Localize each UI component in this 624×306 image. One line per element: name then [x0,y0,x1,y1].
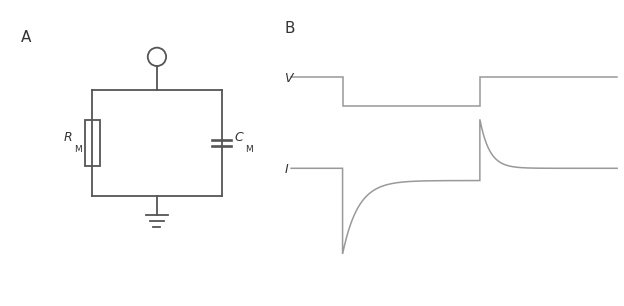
Bar [85,120,100,166]
Text: C: C [234,131,243,144]
Text: M: M [74,145,82,154]
Text: I: I [285,163,288,176]
Text: R: R [64,131,72,144]
Text: B: B [285,21,295,36]
Text: A: A [21,30,31,45]
Text: V: V [285,72,293,84]
Text: M: M [245,145,252,154]
